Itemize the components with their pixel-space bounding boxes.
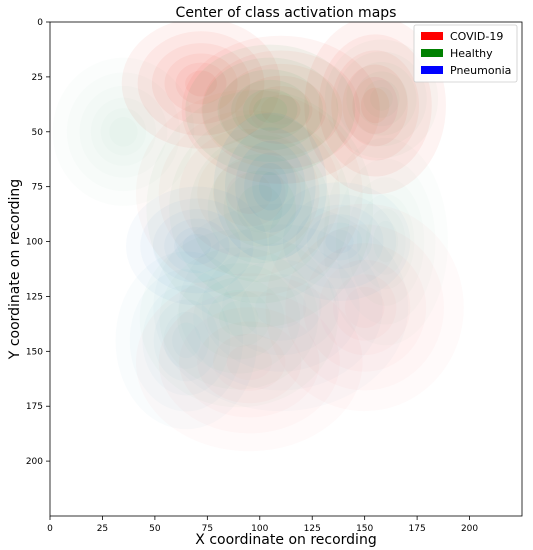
density-contour — [249, 86, 313, 134]
density-contour — [352, 76, 398, 134]
density-contour — [253, 96, 288, 123]
x-tick-label: 200 — [461, 524, 478, 534]
density-contour — [137, 31, 265, 136]
plot-area — [50, 22, 522, 516]
density-contour — [235, 75, 327, 144]
density-contour — [201, 50, 361, 170]
x-tick-label: 150 — [356, 524, 373, 534]
density-contour — [231, 79, 310, 140]
density-contour — [175, 62, 227, 105]
chart-title: Center of class activation maps — [176, 5, 397, 21]
density-contour — [164, 53, 238, 114]
density-contour — [121, 22, 281, 149]
legend-label: COVID-19 — [450, 30, 503, 43]
density-series-pneumonia — [126, 112, 327, 328]
density-contour — [213, 112, 327, 261]
density-contour — [126, 186, 268, 306]
density-contour — [151, 43, 251, 124]
density-contour — [185, 70, 217, 97]
density-contour — [252, 162, 289, 211]
legend-swatch — [421, 32, 443, 40]
density-contour — [318, 34, 432, 177]
density-contour — [219, 63, 343, 156]
x-tick-label: 25 — [97, 524, 108, 534]
density-contour — [181, 35, 380, 184]
y-axis-label: Y coordinate on recording — [7, 179, 23, 360]
density-contour — [235, 140, 306, 233]
density-contour — [255, 287, 306, 328]
density-contour — [304, 22, 446, 195]
y-tick-label: 100 — [26, 238, 43, 248]
y-axis: 0 25 50 75 100 125 150 175 200 — [26, 18, 50, 467]
density-series-healthy — [109, 44, 393, 176]
x-tick-label: 75 — [202, 524, 213, 534]
plot-frame — [49, 21, 523, 517]
density-contour — [243, 88, 298, 131]
y-tick-label: 50 — [32, 128, 44, 138]
y-tick-label: 0 — [37, 18, 43, 28]
density-contour — [174, 226, 220, 265]
density-contour — [217, 69, 323, 151]
x-tick-label: 100 — [251, 524, 268, 534]
x-axis: 0 25 50 75 100 125 150 175 200 — [47, 516, 478, 534]
density-contour — [202, 57, 339, 163]
density-contour — [182, 234, 212, 258]
y-tick-label: 175 — [26, 402, 43, 412]
density-contour — [152, 209, 241, 283]
legend-label: Healthy — [450, 47, 493, 60]
legend-swatch — [421, 49, 443, 57]
density-contour — [140, 198, 254, 294]
density-layers — [109, 22, 446, 328]
density-contour — [164, 218, 230, 274]
density-contour — [342, 64, 408, 147]
density-series-covid-19 — [121, 22, 446, 195]
legend: COVID-19 Healthy Pneumonia — [413, 24, 518, 83]
legend-label: Pneumonia — [450, 64, 511, 77]
density-contour — [260, 95, 301, 125]
density-contour — [109, 117, 137, 147]
y-tick-label: 125 — [26, 292, 43, 302]
density-contour — [185, 44, 356, 176]
y-tick-label: 75 — [32, 183, 43, 193]
density-contour — [224, 127, 316, 246]
x-tick-label: 175 — [409, 524, 426, 534]
x-tick-label: 0 — [47, 524, 53, 534]
density-contour — [370, 87, 393, 111]
legend-swatch — [421, 66, 443, 74]
y-tick-label: 150 — [26, 347, 43, 357]
x-tick-label: 50 — [149, 524, 161, 534]
density-contour — [331, 50, 420, 161]
y-tick-label: 200 — [26, 457, 43, 467]
density-contour — [258, 171, 282, 202]
density-contour — [244, 152, 297, 221]
density-contour — [360, 87, 390, 124]
y-tick-label: 25 — [32, 73, 43, 83]
x-axis-label: X coordinate on recording — [195, 532, 376, 548]
x-tick-label: 125 — [304, 524, 321, 534]
